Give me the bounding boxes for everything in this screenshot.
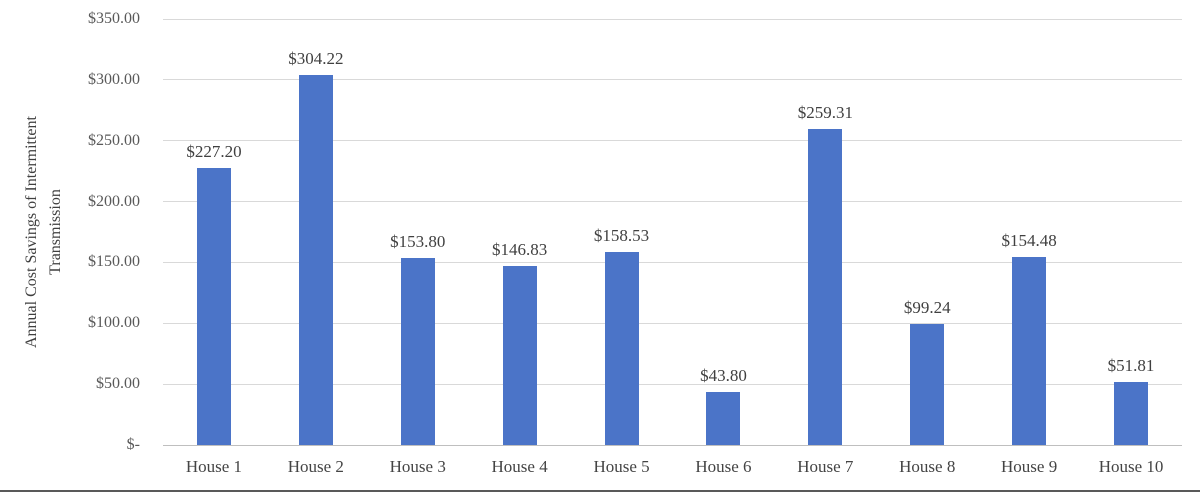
data-label-house-2: $304.22 (288, 48, 344, 68)
x-axis-line (163, 444, 1182, 446)
data-label-house-5: $158.53 (593, 226, 650, 246)
y-tick-label: $200.00 (88, 192, 140, 210)
y-tick-label: $350.00 (88, 10, 140, 27)
x-label-house-9: House 9 (1001, 457, 1058, 476)
bar-house-9 (1012, 256, 1047, 445)
gridline (163, 322, 1182, 324)
figure-bottom-border (0, 490, 1200, 492)
y-tick-label: $300.00 (88, 70, 140, 88)
data-label-house-6: $43.80 (700, 365, 747, 385)
x-axis-category-labels: House 1 House 2 House 3 House 4 House 5 House… (163, 455, 1182, 479)
x-label-house-3: House 3 (389, 457, 446, 476)
gridline (163, 201, 1182, 203)
x-label-house-7: House 7 (797, 457, 854, 476)
gridline (163, 18, 1182, 20)
x-label-house-8: House 8 (899, 457, 956, 476)
x-label-house-4: House 4 (491, 457, 548, 476)
y-tick-label: $150.00 (88, 253, 140, 271)
y-tick-label: $50.00 (96, 375, 140, 393)
x-label-house-1: House 1 (185, 457, 243, 476)
bar-house-2 (298, 74, 333, 445)
data-label-house-1: $227.20 (186, 142, 242, 162)
data-label-house-9: $154.48 (1001, 230, 1057, 250)
data-label-house-7: $259.31 (797, 103, 853, 123)
x-label-house-2: House 2 (287, 457, 344, 476)
bar-house-10 (1114, 381, 1149, 445)
bar-house-3 (400, 257, 435, 445)
data-label-house-4: $146.83 (492, 240, 548, 260)
data-label-house-10: $51.81 (1107, 355, 1155, 375)
bar-house-6 (706, 391, 741, 445)
bar-house-1 (196, 168, 231, 445)
gridline (163, 261, 1182, 263)
gridline (163, 383, 1182, 385)
x-label-house-6: House 6 (695, 457, 752, 476)
y-tick-label: $- (126, 436, 140, 453)
bar-house-5 (604, 252, 639, 445)
data-label-house-8: $99.24 (903, 298, 951, 318)
data-label-house-3: $153.80 (390, 231, 446, 251)
y-tick-label: $250.00 (88, 131, 140, 149)
x-label-house-10: House 10 (1098, 457, 1164, 476)
x-label-house-5: House 5 (593, 457, 650, 476)
gridline (163, 140, 1182, 142)
gridline (163, 79, 1182, 81)
y-axis-tick-labels: $350.00 $300.00 $250.00 $200.00 $150.00 $100.… (0, 10, 140, 453)
bar-house-7 (808, 129, 843, 445)
bar-house-4 (502, 266, 537, 445)
bar-house-8 (910, 324, 945, 445)
plot-area: $227.20 $304.22 $153.80 $146.83 $158.53 $43.8… (163, 18, 1182, 446)
y-tick-label: $100.00 (88, 314, 140, 332)
